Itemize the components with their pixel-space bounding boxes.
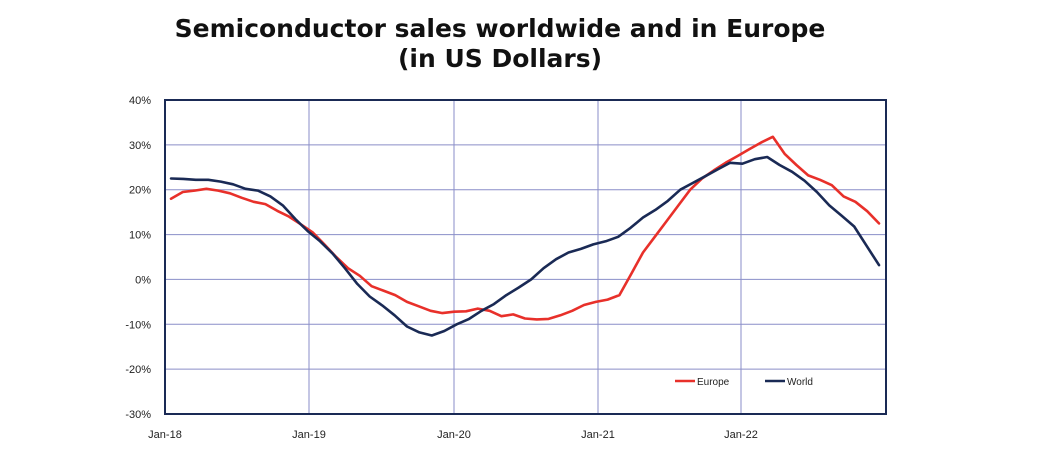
grid-lines [165, 100, 886, 414]
y-tick-label: 20% [129, 185, 151, 197]
y-tick-label: 30% [129, 140, 151, 152]
chart-title-line-1: Semiconductor sales worldwide and in Eur… [174, 14, 826, 43]
x-tick-label: Jan-20 [437, 429, 471, 441]
plot-frame [164, 99, 887, 415]
series-line-europe [169, 135, 881, 321]
legend-label-world: World [787, 377, 813, 388]
y-axis-ticks: 40% 30% 20% 10% 0% -10% -20% -30% [125, 95, 151, 421]
x-tick-label: Jan-21 [581, 429, 615, 441]
y-tick-label: 40% [129, 95, 151, 107]
legend: Europe World [675, 377, 813, 388]
chart-title-line-2: (in US Dollars) [397, 44, 603, 73]
x-tick-label: Jan-18 [148, 429, 182, 441]
legend-label-europe: Europe [697, 377, 730, 388]
x-tick-label: Jan-19 [292, 429, 326, 441]
y-tick-label: -30% [125, 409, 151, 421]
series-line-world [169, 155, 881, 337]
y-tick-label: -20% [125, 364, 151, 376]
x-axis-ticks: Jan-18 Jan-19 Jan-20 Jan-21 Jan-22 [148, 429, 758, 441]
x-tick-label: Jan-22 [724, 429, 758, 441]
y-tick-label: -10% [125, 319, 151, 331]
y-tick-label: 0% [135, 274, 151, 286]
y-tick-label: 10% [129, 230, 151, 242]
series-lines [169, 135, 881, 337]
